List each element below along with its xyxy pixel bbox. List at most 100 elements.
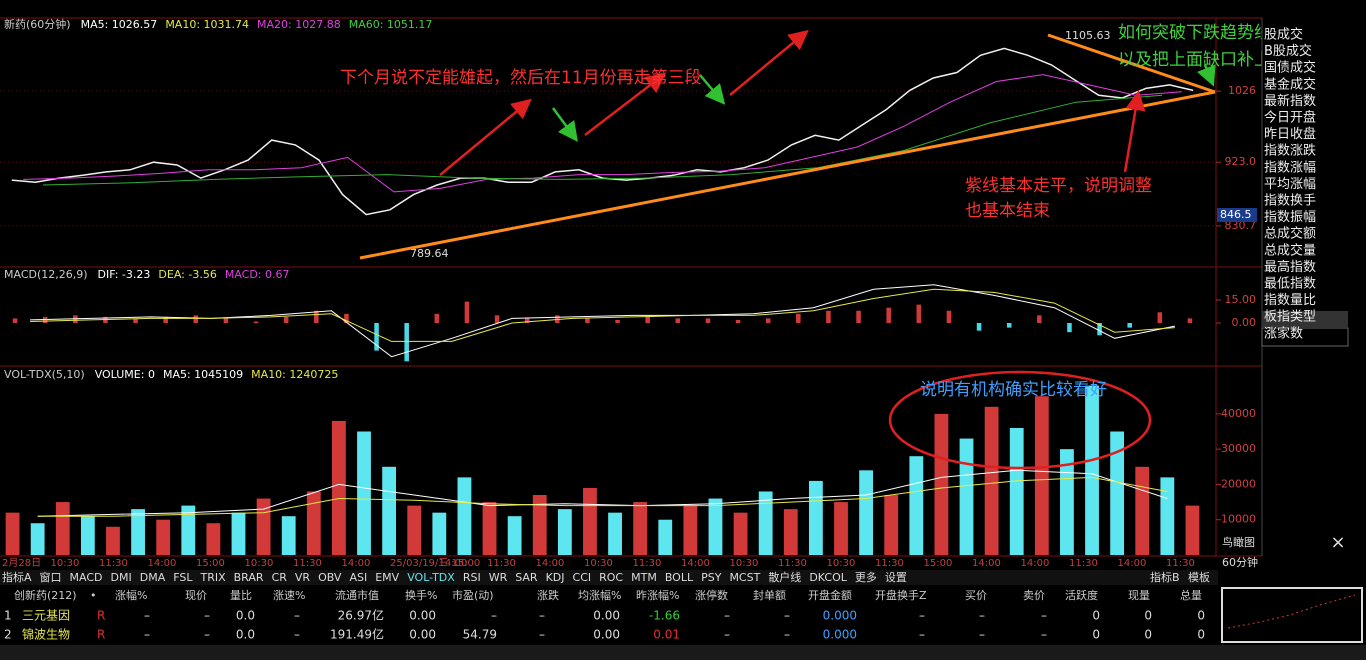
sidebar-item[interactable]: 国债成交 (1264, 60, 1316, 76)
tab[interactable]: RSI (463, 571, 481, 584)
time-label: 15:00 (196, 558, 225, 569)
sidebar-item[interactable]: 最新指数 (1264, 93, 1316, 109)
tab[interactable]: OBV (318, 571, 342, 584)
tab[interactable]: 更多 (855, 570, 877, 584)
tab[interactable]: WR (489, 571, 508, 584)
tab[interactable]: 指标B (1150, 570, 1180, 584)
tab[interactable]: CCI (573, 571, 592, 584)
plots: 新药(60分钟) MA5: 1026.57 MA10: 1031.74 MA20: 1… (0, 17, 1257, 555)
sidebar-item[interactable]: 今日开盘 (1264, 110, 1316, 126)
column-header[interactable]: 活跃度 (1065, 588, 1098, 602)
bar (976, 323, 982, 331)
annotation: 说明有机构确实比较看好 (920, 380, 1107, 400)
column-header[interactable]: 市盈(动) (452, 588, 494, 602)
column-header[interactable]: 创新药(212) (14, 588, 77, 602)
tab[interactable]: KDJ (546, 571, 565, 584)
tab[interactable]: 指标A (2, 570, 32, 584)
column-header[interactable]: 流通市值 (335, 588, 379, 602)
tab-bar (0, 570, 1218, 585)
column-header[interactable]: 开盘换手Z (875, 588, 927, 602)
sidebar-item[interactable]: 平均涨幅 (1264, 177, 1316, 192)
bar (306, 491, 321, 555)
y-tick-label: 923.0 (1225, 155, 1257, 168)
sidebar-item[interactable]: 指数换手 (1264, 194, 1316, 209)
column-header[interactable]: • (90, 589, 97, 602)
y-tick-label: 40000 (1221, 407, 1256, 420)
sidebar-item[interactable]: B股成交 (1264, 43, 1312, 59)
tab[interactable]: ASI (349, 571, 367, 584)
column-header[interactable]: 总量 (1180, 588, 1202, 602)
sidebar-item[interactable]: 指数量比 (1264, 293, 1316, 308)
tab[interactable]: TRIX (199, 571, 226, 584)
column-header[interactable]: 昨涨幅% (636, 589, 679, 602)
sidebar-item[interactable]: 昨日收盘 (1264, 126, 1316, 142)
tab[interactable]: CR (272, 571, 288, 584)
tab[interactable]: BOLL (665, 571, 694, 584)
tab[interactable]: EMV (375, 571, 399, 584)
column-header[interactable]: 封单额 (753, 588, 786, 602)
column-header[interactable]: 现价 (185, 589, 207, 602)
time-axis: 2月28日 10:30 11:30 14:00 15:00 10:30 11:30 14:00… (2, 557, 1195, 569)
column-header[interactable]: 买价 (965, 589, 987, 602)
period[interactable]: 60分钟 (1222, 555, 1258, 569)
tab[interactable]: DKCOL (809, 571, 847, 584)
tab[interactable]: DMA (140, 571, 166, 584)
tab[interactable]: 设置 (885, 571, 907, 584)
tab[interactable]: BRAR (234, 571, 264, 584)
sidebar-item[interactable]: 板指类型 (1264, 310, 1316, 325)
tab[interactable]: VOL-TDX (407, 571, 455, 584)
tab[interactable]: FSL (173, 571, 193, 584)
tab[interactable]: 窗口 (40, 570, 62, 584)
time-label: 2月28日 (2, 557, 41, 569)
sidebar-item[interactable]: 最低指数 (1264, 277, 1316, 292)
tab[interactable]: ROC (599, 571, 623, 584)
tab[interactable]: DMI (111, 571, 132, 584)
bar (283, 316, 289, 324)
column-header[interactable]: 现量 (1128, 589, 1150, 602)
sidebar-item[interactable]: 指数涨幅 (1264, 160, 1316, 175)
close-button[interactable]: × (1330, 532, 1345, 553)
time-label: 15:00 (924, 558, 953, 569)
tab[interactable]: PSY (701, 571, 722, 584)
tab[interactable]: MCST (729, 571, 760, 584)
bar (524, 318, 530, 324)
bar (1160, 477, 1175, 555)
sidebar-item[interactable]: 总成交量 (1264, 242, 1316, 258)
bar (163, 316, 168, 324)
trendlines (359, 33, 1216, 260)
bar (131, 509, 145, 555)
tab[interactable]: MTM (631, 571, 657, 584)
tab[interactable]: 散户线 (768, 570, 801, 584)
sidebar-item[interactable]: 最高指数 (1264, 259, 1316, 275)
sidebar-item[interactable]: 指数振幅 (1264, 210, 1316, 225)
table-cell: – (539, 609, 545, 623)
column-header[interactable]: 涨幅% (115, 589, 147, 602)
minimap[interactable] (1221, 587, 1363, 643)
column-header[interactable]: 开盘金额 (808, 588, 852, 602)
sidebar-item[interactable]: 涨家数 (1264, 325, 1303, 341)
column-header[interactable]: 均涨幅% (578, 589, 621, 602)
table-cell: 0.0 (236, 628, 255, 642)
table-cell: – (204, 609, 210, 623)
column-header[interactable]: 涨停数 (695, 588, 728, 602)
column-header[interactable]: 量比 (230, 589, 252, 602)
column-header[interactable]: 涨速% (273, 589, 305, 602)
sidebar-item[interactable]: 总成交额 (1264, 226, 1316, 242)
bar (332, 420, 346, 555)
tab[interactable]: VR (295, 571, 311, 584)
tab[interactable]: MACD (70, 571, 103, 584)
bar (281, 516, 296, 555)
arrows (439, 29, 1216, 176)
bar (675, 318, 681, 324)
column-header[interactable]: 卖价 (1023, 589, 1045, 602)
sidebar-item[interactable]: 基金成交 (1264, 76, 1316, 92)
time-label: 11:30 (1166, 558, 1195, 569)
tab[interactable]: SAR (515, 571, 538, 584)
bar (608, 512, 622, 555)
sidebar-item[interactable]: 指数涨跌 (1264, 143, 1316, 159)
column-header[interactable]: 换手% (405, 588, 437, 602)
bar (826, 310, 831, 324)
sidebar-item[interactable]: 股成交 (1264, 27, 1303, 43)
column-header[interactable]: 涨跌 (537, 588, 559, 602)
tab[interactable]: 模板 (1188, 570, 1210, 584)
